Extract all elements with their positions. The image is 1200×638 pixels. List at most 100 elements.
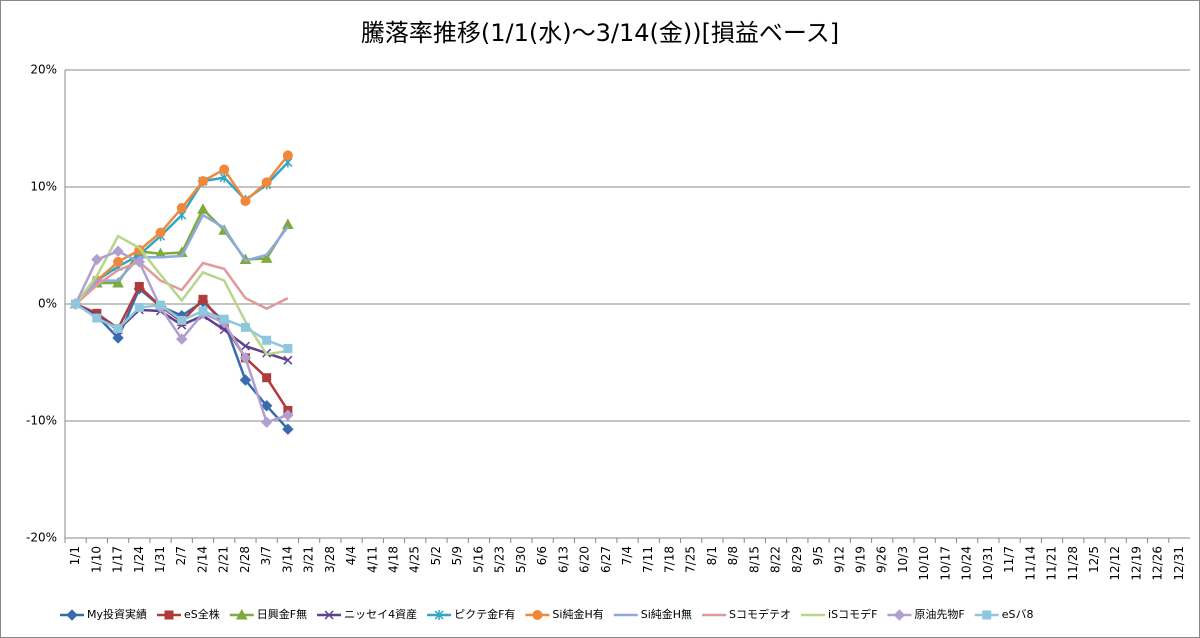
marker [176,203,187,214]
x-tick-label: 4/4 [344,546,358,565]
marker [260,400,273,412]
marker [261,177,272,188]
x-tick-label: 12/19 [1129,546,1143,581]
legend-item: iSコモデF [801,607,877,621]
marker [260,252,273,263]
x-tick-label: 12/5 [1087,546,1101,573]
marker [155,227,166,238]
x-tick-label: 12/12 [1108,546,1122,581]
legend-label: Sコモデテオ [729,607,791,621]
marker [66,609,78,621]
x-tick-label: 8/22 [769,546,783,573]
marker [197,203,209,214]
marker [240,322,250,332]
marker [156,300,166,310]
legend-label: My投資実績 [87,607,147,621]
marker [112,245,124,258]
marker [134,281,144,291]
marker [177,315,187,325]
legend-label: ピクテ金F有 [454,607,515,621]
x-tick-label: 9/5 [811,546,825,565]
legend-label: Si純金H有 [552,607,603,621]
marker [112,276,124,288]
x-tick-label: 7/25 [684,546,698,573]
x-tick-label: 10/24 [960,546,974,581]
marker [282,409,294,421]
x-tick-label: 10/10 [917,546,931,581]
marker [283,343,293,353]
marker [219,164,230,175]
x-tick-label: 5/30 [514,546,528,573]
marker [982,610,992,620]
marker [71,299,81,309]
legend-label: 日興金F無 [257,607,307,621]
marker [282,423,294,435]
x-tick-label: 5/9 [450,546,464,565]
marker [219,314,229,324]
marker [282,150,293,161]
marker [198,306,208,316]
legend-item: My投資実績 [60,607,147,621]
chart-title: 騰落率推移(1/1(水)～3/14(金))[損益ベース] [361,19,839,47]
legend-label: iSコモデF [828,607,877,621]
x-tick-label: 11/28 [1066,546,1080,581]
x-tick-label: 3/21 [302,546,316,573]
x-tick-label: 9/19 [853,546,867,573]
legend-item: ニッセイ4資産 [317,608,417,621]
marker [113,256,124,267]
x-tick-label: 2/7 [174,546,188,565]
x-tick-label: 3/14 [280,546,294,573]
x-tick-label: 11/14 [1023,546,1037,581]
x-tick-label: 12/31 [1172,546,1186,581]
x-tick-label: 8/29 [790,546,804,573]
legend-item: Si純金H有 [525,607,604,621]
series-line [74,213,289,305]
marker [239,374,252,386]
marker [164,610,174,620]
legend-item: eSバ8 [974,608,1034,621]
series [74,260,289,311]
y-tick-label: -10% [26,414,57,428]
marker [240,341,250,351]
series-line [74,260,289,311]
marker [262,373,272,383]
x-tick-label: 8/8 [726,546,740,565]
marker [240,196,251,207]
x-tick-label: 7/4 [620,546,634,565]
marker [134,303,144,313]
x-tick-label: 4/18 [387,546,401,573]
marker [91,253,103,266]
x-tick-label: 7/18 [662,546,676,573]
x-tick-label: 4/11 [365,546,379,573]
y-tick-label: -20% [26,531,57,545]
legend-label: Si純金H無 [641,607,692,621]
x-tick-label: 9/26 [875,546,889,573]
marker [324,610,334,620]
x-tick-label: 4/25 [408,546,422,573]
legend-label: eSバ8 [1002,608,1034,621]
x-tick-label: 11/21 [1045,546,1059,581]
marker [893,609,906,621]
x-tick-label: 1/10 [89,546,103,573]
legend-item: eS全株 [157,607,220,621]
y-tick-label: 0% [38,297,57,311]
x-tick-label: 10/3 [896,546,910,573]
legend-label: 原油先物F [914,607,964,621]
x-tick-label: 9/12 [832,546,846,573]
marker [532,610,543,620]
legend-item: Sコモデテオ [702,607,791,621]
x-tick-label: 6/20 [578,546,592,573]
legend-item: Si純金H無 [613,607,692,621]
x-tick-label: 6/27 [599,546,613,573]
marker [260,416,273,428]
marker [262,335,272,345]
legend-label: eS全株 [184,607,220,621]
x-tick-label: 12/26 [1151,546,1165,581]
x-tick-label: 5/23 [493,546,507,573]
series [71,299,293,353]
x-tick-label: 10/31 [981,546,995,581]
x-tick-label: 3/7 [259,546,273,565]
marker [92,313,102,323]
marker [239,352,252,364]
